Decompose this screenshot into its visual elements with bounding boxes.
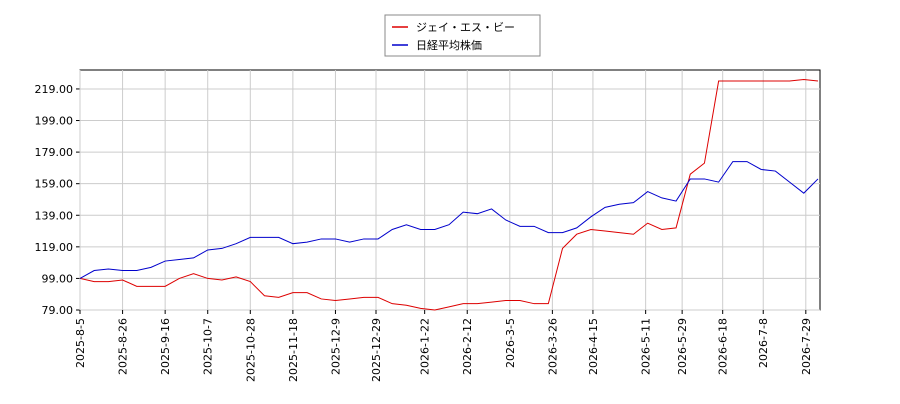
y-tick-label: 79.00 bbox=[42, 304, 74, 317]
x-tick-label: 2025-12-9 bbox=[329, 318, 342, 375]
plot-frame bbox=[79, 69, 821, 311]
y-tick-label: 99.00 bbox=[42, 272, 74, 285]
x-tick-label: 2025-8-5 bbox=[74, 318, 87, 368]
x-tick-label: 2025-10-7 bbox=[202, 318, 215, 375]
y-tick-label: 139.00 bbox=[35, 209, 74, 222]
x-tick-label: 2026-7-8 bbox=[757, 318, 770, 368]
x-tick-label: 2026-4-15 bbox=[587, 318, 600, 375]
x-tick-label: 2026-3-26 bbox=[546, 318, 559, 375]
y-tick-label: 159.00 bbox=[35, 178, 74, 191]
legend bbox=[384, 14, 541, 57]
x-tick-label: 2025-9-16 bbox=[159, 318, 172, 375]
legend-label: 日経平均株価 bbox=[416, 38, 482, 52]
x-tick-label: 2026-5-11 bbox=[640, 318, 653, 375]
x-tick-label: 2025-10-28 bbox=[244, 318, 257, 382]
x-tick-label: 2026-1-22 bbox=[419, 318, 432, 375]
x-tick-label: 2025-12-29 bbox=[370, 318, 383, 382]
legend-label: ジェイ・エス・ビー bbox=[416, 21, 515, 34]
x-tick-label: 2025-8-26 bbox=[117, 318, 130, 375]
x-tick-label: 2026-6-18 bbox=[717, 318, 730, 375]
y-tick-label: 199.00 bbox=[35, 115, 74, 128]
y-tick-label: 179.00 bbox=[35, 146, 74, 159]
series-line bbox=[79, 78, 819, 311]
x-tick-label: 2025-11-18 bbox=[287, 318, 300, 382]
y-tick-label: 219.00 bbox=[35, 83, 74, 96]
x-tick-label: 2026-7-29 bbox=[800, 318, 813, 375]
y-tick-label: 119.00 bbox=[35, 241, 74, 254]
x-tick-label: 2026-5-29 bbox=[676, 318, 689, 375]
x-tick-label: 2026-3-5 bbox=[504, 318, 517, 368]
series-line bbox=[79, 161, 819, 279]
x-tick-label: 2026-2-12 bbox=[461, 318, 474, 375]
